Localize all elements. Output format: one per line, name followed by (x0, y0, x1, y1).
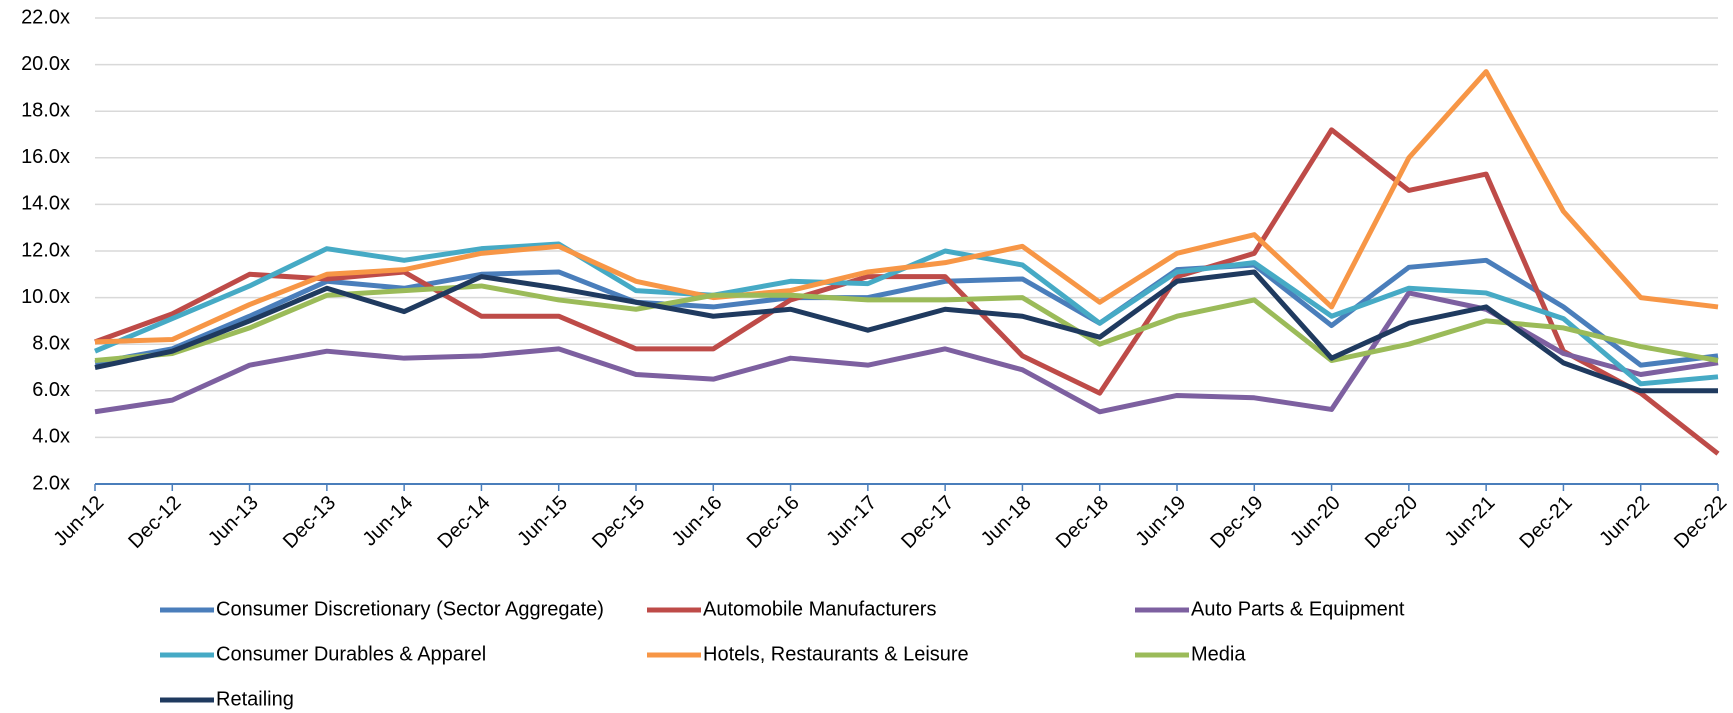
legend-label: Consumer Discretionary (Sector Aggregate… (216, 598, 604, 620)
x-tick-label: Jun-20 (1286, 492, 1345, 551)
y-tick-label: 14.0x (21, 193, 70, 215)
legend-label: Automobile Manufacturers (703, 598, 936, 620)
x-tick-label: Jun-15 (513, 492, 572, 551)
y-tick-label: 6.0x (32, 379, 70, 401)
x-tick-label: Dec-19 (1206, 492, 1267, 553)
y-tick-label: 16.0x (21, 146, 70, 168)
y-tick-label: 4.0x (32, 426, 70, 448)
y-tick-label: 22.0x (21, 6, 70, 28)
y-tick-label: 2.0x (32, 472, 70, 494)
y-tick-label: 18.0x (21, 99, 70, 121)
series-line (94, 69, 1719, 345)
legend-label: Media (1191, 643, 1246, 665)
legend-label: Auto Parts & Equipment (1191, 598, 1405, 620)
x-tick-label: Dec-15 (588, 492, 649, 553)
x-tick-label: Dec-14 (434, 492, 495, 553)
y-tick-label: 20.0x (21, 53, 70, 75)
y-tick-label: 12.0x (21, 239, 70, 261)
x-tick-label: Dec-12 (124, 492, 185, 553)
x-tick-label: Jun-16 (668, 492, 727, 551)
series-line (94, 257, 1719, 368)
x-tick-label: Jun-14 (359, 492, 418, 551)
x-tick-label: Jun-21 (1441, 492, 1500, 551)
legend-label: Retailing (216, 688, 294, 710)
series-line (94, 290, 1719, 415)
x-tick-label: Jun-19 (1131, 492, 1190, 551)
x-tick-label: Jun-22 (1595, 492, 1654, 551)
x-tick-label: Dec-13 (279, 492, 340, 553)
series-line (94, 283, 1719, 364)
legend-label: Consumer Durables & Apparel (216, 643, 486, 665)
x-tick-label: Jun-12 (49, 492, 108, 551)
series-line (94, 127, 1720, 456)
y-tick-label: 8.0x (32, 332, 70, 354)
x-tick-label: Dec-16 (743, 492, 804, 553)
x-tick-label: Dec-21 (1516, 492, 1577, 553)
y-tick-label: 10.0x (21, 286, 70, 308)
legend-label: Hotels, Restaurants & Leisure (703, 643, 969, 665)
x-tick-label: Jun-13 (204, 492, 263, 551)
x-tick-label: Jun-17 (822, 492, 881, 551)
x-tick-label: Dec-20 (1361, 492, 1422, 553)
x-tick-label: Dec-17 (897, 492, 958, 553)
x-tick-label: Dec-22 (1670, 492, 1731, 553)
x-tick-label: Jun-18 (977, 492, 1036, 551)
x-tick-label: Dec-18 (1052, 492, 1113, 553)
series-line (94, 269, 1718, 394)
